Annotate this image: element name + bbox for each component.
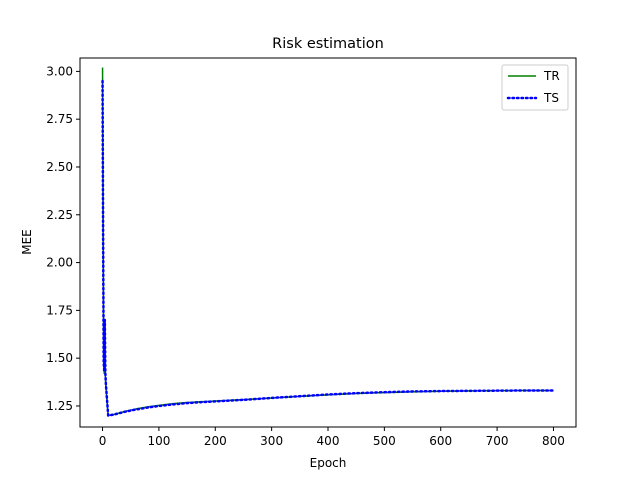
y-tick-label: 1.50 <box>46 351 73 365</box>
series-layer <box>101 67 555 417</box>
x-tick-label: 200 <box>204 434 227 448</box>
x-tick-label: 100 <box>147 434 170 448</box>
y-tick-label: 1.75 <box>46 303 73 317</box>
x-axis-label: Epoch <box>310 456 347 470</box>
x-tick-label: 500 <box>373 434 396 448</box>
legend-label-ts: TS <box>543 91 559 105</box>
chart-title: Risk estimation <box>272 36 384 52</box>
x-tick-label: 700 <box>486 434 509 448</box>
x-tick-label: 600 <box>429 434 452 448</box>
plot-area <box>79 57 577 428</box>
x-axis-ticks: 0 100 200 300 400 500 600 700 800 <box>99 427 565 448</box>
y-axis-ticks: 1.25 1.50 1.75 2.00 2.25 2.50 2.75 3.00 <box>46 64 80 413</box>
x-tick-label: 0 <box>99 434 107 448</box>
y-tick-label: 2.00 <box>46 256 73 270</box>
y-tick-label: 2.50 <box>46 160 73 174</box>
legend-items: TR TS <box>506 69 560 105</box>
series-line-ts <box>101 79 555 417</box>
legend-label-tr: TR <box>543 69 560 83</box>
x-tick-label: 300 <box>260 434 283 448</box>
x-tick-label: 800 <box>542 434 565 448</box>
y-axis-label: MEE <box>20 229 34 255</box>
y-tick-label: 1.25 <box>46 399 73 413</box>
legend: TR TS <box>501 64 569 111</box>
y-tick-label: 3.00 <box>46 64 73 78</box>
plot-frame <box>79 57 577 428</box>
y-tick-label: 2.75 <box>46 112 73 126</box>
y-tick-label: 2.25 <box>46 208 73 222</box>
x-tick-label: 400 <box>317 434 340 448</box>
